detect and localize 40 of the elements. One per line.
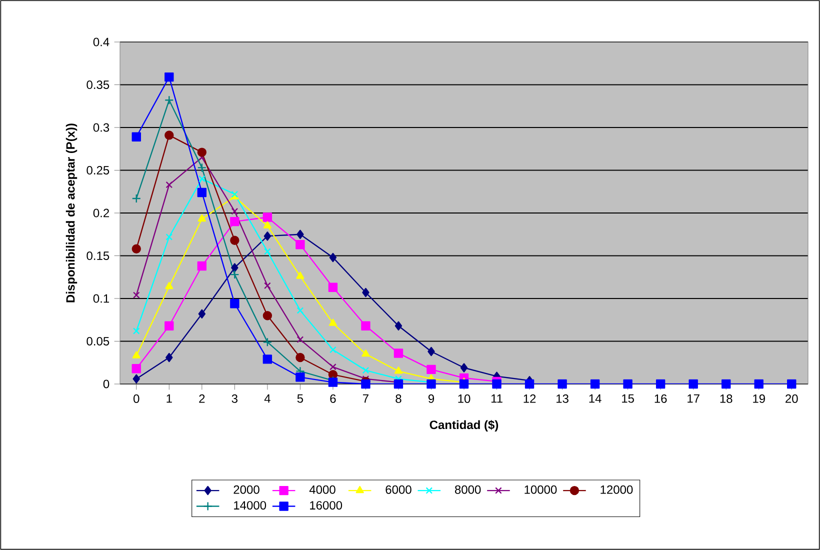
y-tick-label: 0.3: [93, 123, 110, 132]
y-tick-label: 0.35: [86, 80, 110, 90]
legend-label: 8000: [454, 485, 481, 494]
x-tick-label: 8: [396, 394, 402, 403]
x-tick-label: 0: [134, 394, 140, 403]
x-tick-label: 20: [786, 394, 798, 403]
x-tick-label: 14: [589, 394, 602, 403]
x-tick-label: 4: [264, 394, 270, 403]
x-tick-label: 12: [524, 394, 536, 403]
y-tick-label: 0.25: [86, 166, 110, 175]
x-tick-label: 11: [491, 394, 502, 403]
y-tick-label: 0.05: [86, 336, 110, 346]
y-axis-title: Disponibilidad de aceptar (P(x)): [66, 124, 78, 302]
x-tick-label: 9: [428, 394, 434, 403]
x-tick-label: 17: [688, 394, 700, 403]
x-tick-label: 6: [330, 394, 336, 403]
x-tick-label: 3: [232, 394, 238, 403]
legend-label: 12000: [600, 485, 633, 494]
x-tick-label: 18: [720, 394, 732, 403]
legend-label: 16000: [310, 501, 342, 510]
x-tick-label: 15: [622, 394, 634, 403]
x-tick-label: 1: [166, 394, 172, 403]
legend-label: 2000: [234, 485, 260, 494]
y-tick-label: 0.1: [93, 294, 110, 303]
x-tick-label: 5: [297, 394, 304, 403]
x-axis-title: Cantidad ($): [430, 420, 498, 432]
x-tick-label: 10: [458, 394, 470, 403]
legend-label: 6000: [386, 485, 412, 494]
x-tick-label: 13: [556, 394, 568, 403]
legend-label: 4000: [309, 485, 336, 494]
y-tick-label: 0: [103, 380, 110, 388]
legend-label: 10000: [524, 485, 557, 494]
legend-label: 14000: [234, 501, 266, 510]
x-tick-label: 16: [654, 394, 667, 403]
y-tick-label: 0.15: [86, 251, 110, 260]
x-tick-label: 19: [753, 394, 765, 403]
y-tick-label: 0.2: [93, 208, 109, 218]
x-tick-label: 2: [199, 394, 205, 403]
y-tick-label: 0.4: [93, 38, 110, 46]
x-tick-label: 7: [362, 394, 368, 403]
